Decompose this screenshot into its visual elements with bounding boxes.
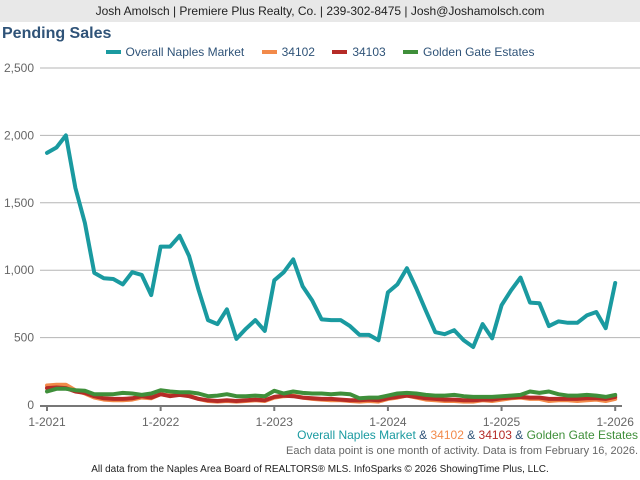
caption-overall: Overall Naples Market [297,428,416,442]
legend-item-golden-gate[interactable]: Golden Gate Estates [403,45,534,59]
legend-swatch-icon [403,49,419,54]
legend-swatch-icon [261,49,277,54]
svg-text:1-2025: 1-2025 [483,415,521,428]
caption-amp: & [415,428,431,442]
svg-text:2,500: 2,500 [4,61,34,75]
caption-amp: & [463,428,479,442]
caption-amp: & [511,428,527,442]
contact-header: Josh Amolsch | Premiere Plus Realty, Co.… [0,0,640,22]
data-note: Each data point is one month of activity… [286,445,638,457]
footer-credit: All data from the Naples Area Board of R… [91,464,549,475]
legend-swatch-icon [105,49,121,54]
chart-legend: Overall Naples Market 34102 34103 Golden… [0,45,640,59]
gridlines [40,67,640,339]
series-caption: Overall Naples Market & 34102 & 34103 & … [297,428,638,442]
chart-title: Pending Sales [2,25,112,42]
y-axis-labels: 0 500 1,000 1,500 2,000 2,500 [4,61,34,412]
svg-text:1-2026: 1-2026 [597,415,635,428]
legend-item-overall[interactable]: Overall Naples Market [105,45,245,59]
contact-line: Josh Amolsch | Premiere Plus Realty, Co.… [95,4,545,18]
series-lines [45,133,618,404]
svg-text:2,000: 2,000 [4,128,34,142]
legend-label: Overall Naples Market [125,45,245,59]
legend-label: 34102 [281,45,315,59]
legend-item-34103[interactable]: 34103 [332,45,386,59]
svg-text:1-2022: 1-2022 [142,415,180,428]
svg-text:0: 0 [27,398,34,412]
svg-text:1-2024: 1-2024 [369,415,407,428]
legend-item-34102[interactable]: 34102 [261,45,315,59]
legend-label: Golden Gate Estates [423,45,535,59]
legend-swatch-icon [332,49,348,54]
x-axis: 1-2021 1-2022 1-2023 1-2024 1-2025 1-2026 [28,405,635,428]
svg-text:1-2023: 1-2023 [256,415,294,428]
caption-34103: 34103 [478,428,512,442]
caption-34102: 34102 [430,428,464,442]
svg-text:1,500: 1,500 [4,196,34,210]
svg-text:500: 500 [14,331,34,345]
series-line-overall-naples-market [45,133,618,349]
svg-text:1-2021: 1-2021 [28,415,66,428]
series-line-golden-gate-estates [45,386,618,401]
svg-text:1,000: 1,000 [4,263,34,277]
legend-label: 34103 [352,45,386,59]
caption-golden-gate: Golden Gate Estates [526,428,638,442]
